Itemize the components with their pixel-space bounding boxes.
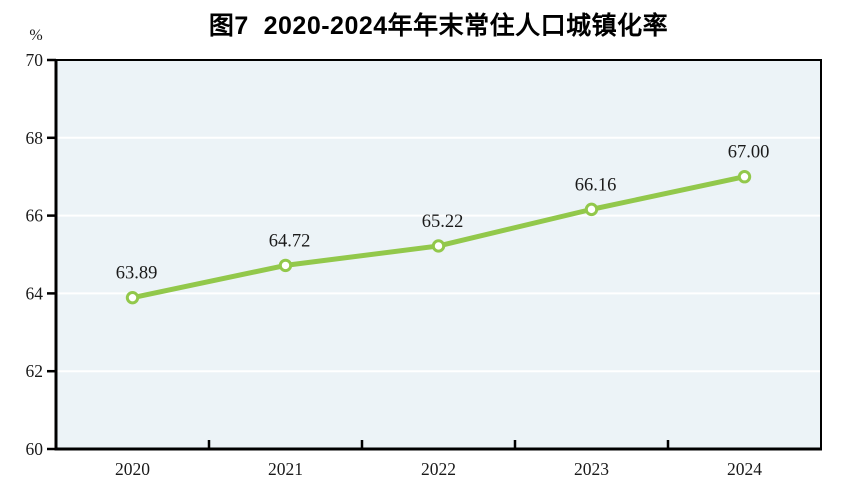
data-label: 65.22 bbox=[422, 212, 464, 232]
data-point bbox=[431, 239, 446, 253]
x-axis-tick-label: 2023 bbox=[574, 459, 609, 479]
data-point bbox=[125, 290, 140, 305]
data-label: 64.72 bbox=[269, 231, 311, 251]
x-axis-tick-label: 2022 bbox=[421, 459, 456, 479]
x-axis-tick-label: 2021 bbox=[268, 459, 303, 479]
chart-title: 图7 2020-2024年年末常住人口城镇化率 bbox=[208, 12, 669, 40]
y-axis-tick-label: 70 bbox=[26, 50, 44, 70]
data-point bbox=[737, 170, 752, 184]
y-axis-tick-label: 64 bbox=[26, 283, 44, 303]
y-axis-tick-label: 68 bbox=[26, 128, 44, 148]
data-label: 67.00 bbox=[728, 143, 770, 163]
data-label: 63.89 bbox=[116, 264, 158, 284]
y-axis-tick-label: 60 bbox=[26, 439, 44, 459]
x-axis-tick-label: 2024 bbox=[727, 459, 762, 479]
y-axis-tick-label: 62 bbox=[26, 361, 44, 381]
x-axis-tick-label: 2020 bbox=[115, 459, 150, 479]
y-axis-unit-label: % bbox=[29, 27, 43, 44]
data-label: 66.16 bbox=[575, 175, 617, 195]
data-point bbox=[278, 258, 293, 273]
plot-background bbox=[56, 60, 821, 449]
data-point bbox=[584, 202, 599, 217]
y-axis-tick-label: 66 bbox=[26, 206, 44, 226]
